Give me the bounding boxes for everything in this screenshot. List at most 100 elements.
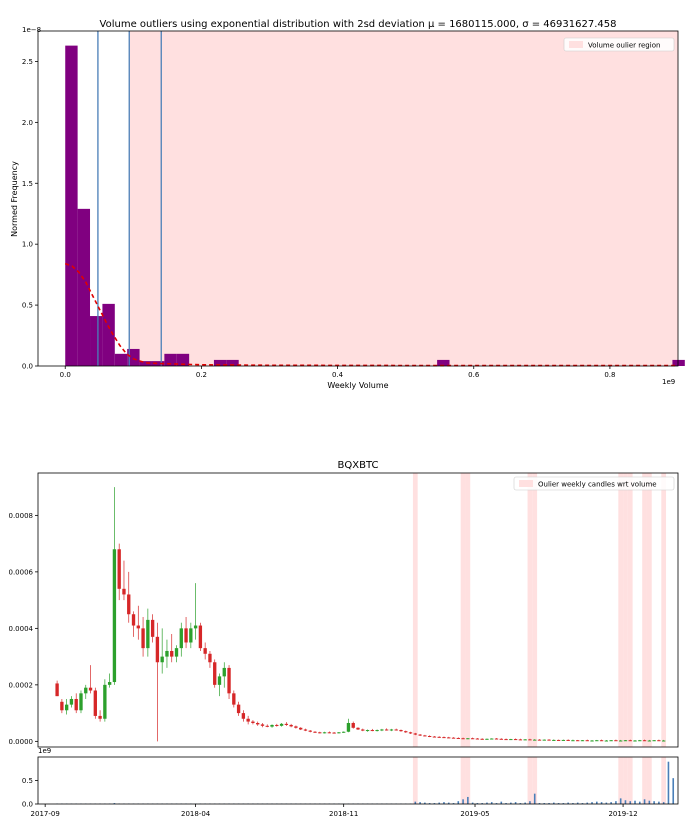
- volume-bar: [581, 803, 584, 804]
- volume-outlier-band: [623, 757, 628, 804]
- volume-bar: [600, 802, 603, 804]
- candle-body: [365, 730, 370, 732]
- candle-body: [74, 698, 78, 711]
- candle-body: [64, 704, 69, 711]
- volume-bar: [428, 803, 431, 804]
- volume-bar: [519, 803, 522, 804]
- candlestick-legend-label: Oulier weekly candles wrt volume: [538, 481, 657, 489]
- volume-bar: [667, 761, 670, 804]
- outlier-region: [129, 31, 679, 366]
- histogram-bar: [90, 316, 103, 366]
- candle-body: [227, 667, 231, 694]
- candle-body: [604, 740, 609, 742]
- candle-body: [213, 662, 217, 685]
- histogram-chart: Volume outliers using exponential distri…: [10, 19, 685, 390]
- outlier-band: [412, 473, 418, 747]
- histogram-bar: [65, 45, 78, 366]
- candle-body: [260, 724, 265, 726]
- candle-body: [466, 738, 470, 740]
- price-y-ticks: 0.0000 0.0002 0.0004 0.0006 0.0008: [9, 512, 38, 746]
- candle-body: [289, 724, 293, 727]
- candle-body: [380, 729, 384, 731]
- volume-bar: [524, 802, 526, 804]
- histogram-y-offset: 1e−8: [22, 26, 41, 34]
- candle-body: [638, 740, 642, 742]
- histogram-title: Volume outliers using exponential distri…: [100, 19, 617, 30]
- candle-body: [537, 739, 542, 741]
- candle-body: [208, 653, 212, 663]
- histogram-axes-frame: [37, 30, 679, 367]
- outlier-band: [642, 473, 647, 747]
- candle-body: [528, 739, 532, 741]
- candle-body: [427, 735, 432, 737]
- candle-body: [179, 628, 183, 649]
- candle-body: [150, 619, 155, 637]
- candle-body: [470, 738, 475, 740]
- volume-bar: [643, 799, 646, 804]
- candle-body: [647, 740, 652, 742]
- candle-body: [84, 687, 88, 694]
- candle-body: [79, 693, 83, 711]
- candle-body: [203, 648, 207, 654]
- candle-body: [542, 739, 546, 741]
- volume-bar: [447, 802, 450, 804]
- candle-body: [633, 740, 637, 742]
- candle-body: [275, 724, 279, 726]
- histogram-bar: [437, 359, 450, 366]
- volume-bar: [500, 801, 503, 804]
- volume-outlier-band: [661, 757, 667, 804]
- date-x-tick-label: 2018-11: [329, 810, 358, 818]
- candle-body: [504, 739, 508, 741]
- histogram-legend-swatch: [569, 41, 583, 48]
- candle-body: [585, 740, 589, 742]
- candle-body: [642, 740, 647, 742]
- outlier-band-layer: [412, 473, 667, 747]
- histogram-x-tick-label: 0.6: [468, 371, 480, 379]
- candle-body: [98, 715, 102, 719]
- candle-body: [533, 739, 537, 741]
- volume-bar: [452, 803, 455, 804]
- histogram-x-tick-label: 0.8: [604, 371, 615, 379]
- histogram-bar: [213, 359, 227, 366]
- histogram-bar: [672, 359, 685, 366]
- histogram-y-tick-label: 2.5: [22, 58, 33, 66]
- candle-body: [117, 549, 121, 589]
- candle-body: [160, 656, 164, 663]
- candle-body: [547, 739, 551, 741]
- histogram-y-tick-label: 1.0: [22, 241, 33, 249]
- histogram-bar: [226, 359, 239, 366]
- histogram-x-tick-label: 0.2: [196, 371, 207, 379]
- histogram-x-offset: 1e9: [662, 378, 675, 386]
- candle-body: [384, 729, 389, 731]
- histogram-y-tick-label: 0.0: [22, 363, 33, 371]
- outlier-band: [623, 473, 628, 747]
- histogram-legend-box: [563, 37, 675, 52]
- volume-outlier-band: [642, 757, 647, 804]
- candle-body: [189, 628, 193, 643]
- deviation-lines: [97, 31, 162, 366]
- candle-body: [609, 740, 613, 742]
- volume-bar: [553, 802, 555, 804]
- volume-bar: [615, 801, 617, 804]
- volume-bar: [113, 803, 116, 804]
- candle-body: [657, 740, 661, 742]
- candle-body: [327, 732, 332, 734]
- candle-body: [475, 738, 480, 740]
- candle-body: [480, 738, 484, 740]
- candle-body: [265, 725, 269, 727]
- candle-body: [451, 737, 456, 739]
- volume-bar: [533, 793, 536, 804]
- candle-body: [318, 732, 322, 734]
- volume-bar: [562, 803, 565, 804]
- candle-body: [389, 729, 394, 731]
- candle-body: [299, 727, 303, 730]
- candle-body: [279, 723, 284, 726]
- candle-body: [241, 713, 246, 719]
- candle-body: [303, 729, 308, 731]
- candle-body: [370, 730, 374, 732]
- candle-body: [184, 628, 188, 643]
- candle-body: [55, 683, 59, 697]
- candle-body: [294, 726, 298, 728]
- candle-body: [552, 739, 556, 741]
- histogram-x-label: Weekly Volume: [327, 381, 388, 390]
